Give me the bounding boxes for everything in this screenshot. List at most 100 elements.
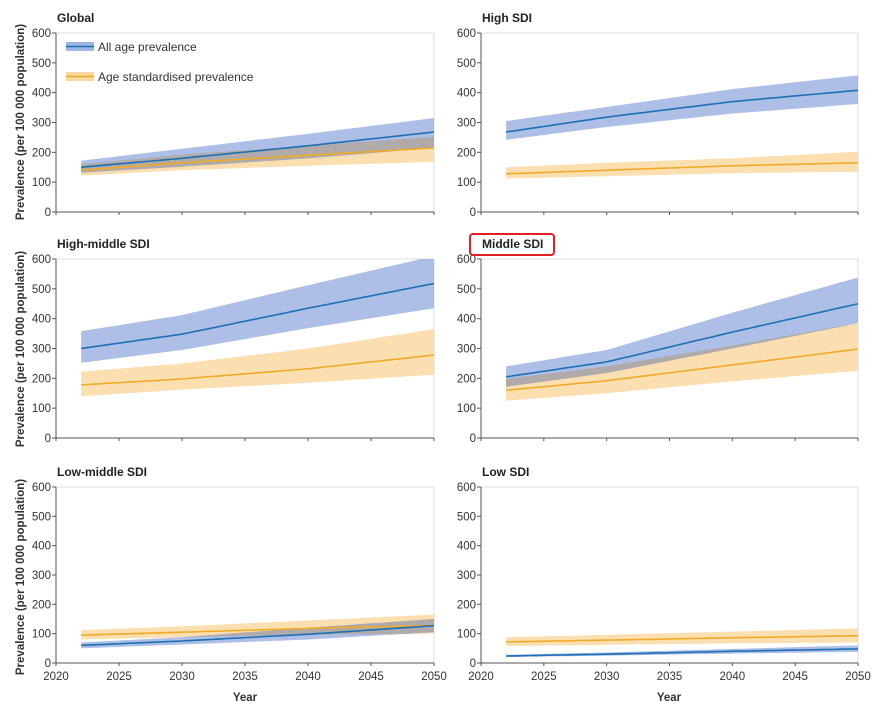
x-tick-label: 2040	[295, 671, 321, 683]
y-tick-label: 500	[457, 511, 476, 523]
series-line-all-age	[81, 282, 434, 350]
panel-low-sdi: 0 100 200 300 400 500 600 2020 2025 2030 2035 2040 2…	[457, 465, 871, 683]
y-tick-label: 600	[457, 28, 476, 40]
y-tick-label: 200	[32, 599, 51, 611]
panel-high-middle-sdi: 0 100 200 300 400 500 600 High-middle SDI	[32, 237, 435, 445]
panel-low-middle-sdi: 0 100 200 300 400 500 600 2020 2025 2030 2035 2040 2…	[32, 465, 447, 683]
y-tick-label: 600	[457, 482, 476, 494]
y-tick-label: 400	[32, 541, 51, 553]
panel-middle-sdi: 0 100 200 300 400 500 600 Middle SDI	[457, 233, 859, 445]
panel-title: Low-middle SDI	[57, 465, 147, 479]
panel-title: Low SDI	[482, 465, 529, 479]
x-tick-label: 2025	[106, 671, 132, 683]
y-tick-label: 100	[457, 629, 476, 641]
y-axis-label-row2: Prevalence (per 100 000 population)	[15, 251, 27, 447]
y-tick-label: 300	[457, 570, 476, 582]
x-axis-label-right: Year	[657, 692, 682, 704]
y-tick-label: 400	[457, 314, 476, 326]
legend: All age prevalence Age standardised prev…	[66, 40, 254, 84]
y-tick-label: 300	[457, 118, 476, 130]
x-tick-label: 2050	[421, 671, 447, 683]
y-tick-label: 500	[457, 284, 476, 296]
x-tick-label: 2040	[720, 671, 746, 683]
y-tick-label: 0	[470, 433, 476, 445]
y-tick-label: 600	[32, 254, 51, 266]
x-tick-label: 2030	[169, 671, 195, 683]
y-tick-label: 500	[32, 511, 51, 523]
panel-title: High-middle SDI	[57, 237, 150, 251]
plot-area	[505, 277, 858, 401]
y-tick-label: 500	[457, 58, 476, 70]
x-tick-label: 2050	[845, 671, 871, 683]
x-tick-label: 2035	[657, 671, 683, 683]
x-tick-label: 2045	[358, 671, 384, 683]
y-tick-label: 400	[457, 88, 476, 100]
y-tick-label: 400	[457, 541, 476, 553]
series-line-all-age	[81, 131, 434, 169]
x-tick-label: 2045	[782, 671, 808, 683]
panel-title: Global	[57, 11, 94, 25]
panel-frame	[55, 32, 435, 213]
x-tick-label: 2030	[594, 671, 620, 683]
x-tick-label: 2025	[531, 671, 557, 683]
y-tick-label: 200	[457, 373, 476, 385]
y-tick-label: 200	[457, 147, 476, 159]
y-tick-label: 300	[32, 118, 51, 130]
series-line-all-age	[505, 89, 858, 133]
y-tick-label: 600	[32, 28, 51, 40]
chart-panels: 0 100 200 300 400 500 600 Global 0 100 200 300 400 50…	[32, 11, 871, 683]
legend-label-age-std: Age standardised prevalence	[98, 70, 254, 84]
series-line-age-standardised	[506, 634, 858, 643]
plot-area	[81, 259, 434, 397]
plot-area	[505, 75, 858, 179]
y-tick-label: 100	[32, 629, 51, 641]
band-all-age	[81, 259, 434, 363]
panel-high-sdi: 0 100 200 300 400 500 600 High SDI	[457, 11, 859, 219]
band-all-age	[506, 277, 858, 387]
y-tick-label: 100	[32, 403, 51, 415]
x-axis-label-left: Year	[233, 692, 258, 704]
y-tick-label: 200	[32, 147, 51, 159]
band-age-standardised	[506, 628, 858, 646]
series-line-all-age	[505, 303, 858, 378]
plot-area	[506, 628, 858, 658]
band-overlap	[506, 323, 858, 387]
y-tick-label: 300	[32, 570, 51, 582]
series-line-age-standardised	[81, 147, 434, 171]
y-tick-label: 0	[45, 433, 51, 445]
y-tick-label: 100	[457, 403, 476, 415]
series-line-all-age	[506, 648, 858, 657]
y-tick-label: 0	[45, 207, 51, 219]
plot-area	[81, 614, 434, 649]
legend-label-all-age: All age prevalence	[98, 40, 197, 54]
y-tick-label: 500	[32, 284, 51, 296]
band-age-standardised	[506, 151, 858, 179]
y-tick-label: 200	[32, 373, 51, 385]
x-tick-label: 2020	[43, 671, 69, 683]
series-line-age-standardised	[81, 354, 434, 386]
panel-global: 0 100 200 300 400 500 600 Global	[32, 11, 435, 219]
y-tick-label: 400	[32, 314, 51, 326]
plot-area	[81, 118, 434, 176]
y-tick-label: 0	[470, 658, 476, 670]
y-tick-label: 300	[457, 344, 476, 356]
panel-title: Middle SDI	[482, 237, 543, 251]
y-tick-label: 400	[32, 88, 51, 100]
panel-title: High SDI	[482, 11, 532, 25]
y-tick-label: 500	[32, 58, 51, 70]
x-tick-label: 2035	[232, 671, 258, 683]
band-overlap	[81, 619, 434, 640]
y-tick-label: 0	[45, 658, 51, 670]
y-axis-label-row3: Prevalence (per 100 000 population)	[15, 479, 27, 675]
series-line-age-standardised	[81, 624, 434, 636]
y-axis-label-row1: Prevalence (per 100 000 population)	[15, 24, 27, 220]
y-tick-label: 100	[32, 177, 51, 189]
y-tick-label: 300	[32, 344, 51, 356]
y-tick-label: 600	[457, 254, 476, 266]
series-line-age-standardised	[506, 348, 858, 392]
series-line-age-standardised	[506, 162, 858, 175]
series-line-all-age	[81, 624, 434, 647]
y-tick-label: 100	[457, 177, 476, 189]
y-tick-label: 200	[457, 599, 476, 611]
